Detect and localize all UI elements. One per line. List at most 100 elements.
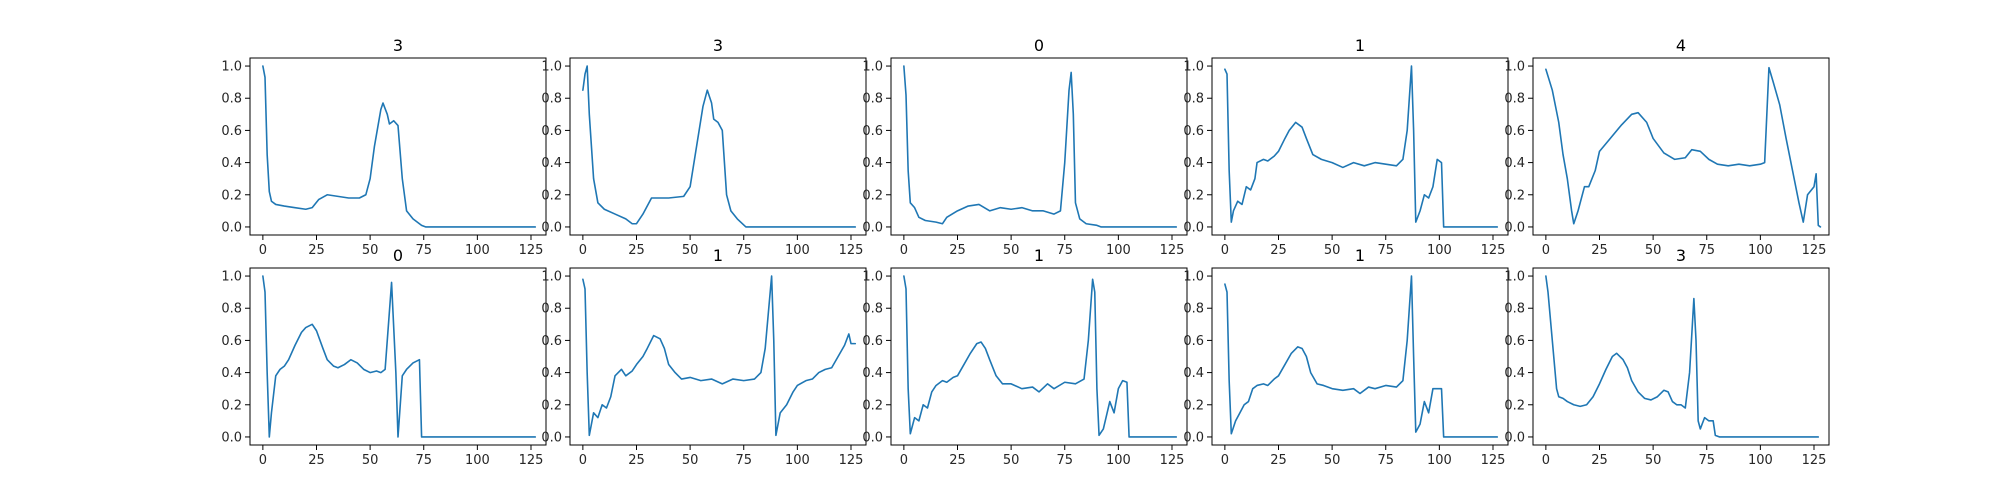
x-tick-label: 50 (1324, 243, 1341, 258)
y-tick-label: 0.2 (1504, 188, 1525, 203)
x-tick-label: 0 (1221, 243, 1229, 258)
y-tick-label: 1.0 (862, 60, 883, 75)
x-tick-label: 125 (1481, 243, 1506, 258)
y-tick-label: 0.2 (221, 398, 242, 413)
x-tick-label: 75 (1056, 453, 1073, 468)
y-tick-label: 0.4 (862, 366, 883, 381)
x-tick-label: 25 (1270, 243, 1287, 258)
y-tick-label: 0.0 (221, 430, 242, 445)
axes-frame (249, 57, 547, 236)
y-tick-label: 0.4 (1183, 366, 1204, 381)
x-tick-label: 100 (465, 453, 490, 468)
y-tick-label: 0.8 (541, 92, 562, 107)
axes-frame (890, 57, 1188, 236)
axes-frame (890, 267, 1188, 446)
y-tick-label: 0.0 (862, 220, 883, 235)
subplot-8: 0 25 50 75 100 125 0.0 0.2 0.4 0.6 0.8 1.0 1 (862, 246, 1188, 468)
y-tick-label: 0.0 (541, 430, 562, 445)
subplot-title: 3 (393, 36, 403, 55)
series-line (262, 275, 537, 438)
x-tick-label: 75 (415, 453, 432, 468)
y-tick-label: 0.2 (541, 398, 562, 413)
y-tick-label: 0.4 (221, 366, 242, 381)
x-tick-label: 125 (1802, 453, 1827, 468)
x-tick-label: 75 (735, 243, 752, 258)
y-tick-label: 1.0 (221, 270, 242, 285)
x-tick-label: 25 (1591, 453, 1608, 468)
y-tick-label: 0.6 (1183, 334, 1204, 349)
x-tick-label: 0 (579, 453, 587, 468)
series-line (582, 65, 857, 228)
axes-frame (1211, 57, 1509, 236)
x-tick-label: 125 (519, 453, 544, 468)
y-tick-label: 0.6 (541, 124, 562, 139)
subplot-title: 1 (713, 246, 723, 265)
series-line (1224, 275, 1499, 438)
x-tick-label: 75 (1698, 243, 1715, 258)
axes-frame (569, 57, 867, 236)
y-tick-label: 0.4 (1504, 156, 1525, 171)
x-tick-label: 50 (362, 453, 379, 468)
y-tick-label: 1.0 (1504, 60, 1525, 75)
x-tick-label: 50 (1645, 453, 1662, 468)
subplot-7: 0 25 50 75 100 125 0.0 0.2 0.4 0.6 0.8 1.0 1 (541, 246, 867, 468)
y-tick-label: 0.2 (221, 188, 242, 203)
y-tick-label: 1.0 (1183, 270, 1204, 285)
y-tick-label: 0.8 (221, 92, 242, 107)
y-tick-label: 0.6 (862, 124, 883, 139)
x-tick-label: 25 (1591, 243, 1608, 258)
y-tick-label: 0.6 (1504, 334, 1525, 349)
x-tick-label: 125 (1160, 243, 1185, 258)
y-tick-label: 0.4 (541, 366, 562, 381)
x-tick-label: 25 (949, 243, 966, 258)
x-tick-label: 125 (839, 453, 864, 468)
axes-frame (1211, 267, 1509, 446)
y-tick-label: 0.0 (541, 220, 562, 235)
y-tick-label: 1.0 (1183, 60, 1204, 75)
x-tick-label: 100 (785, 243, 810, 258)
x-tick-label: 100 (1427, 243, 1452, 258)
subplot-title: 0 (393, 246, 403, 265)
x-tick-label: 0 (579, 243, 587, 258)
x-tick-label: 75 (1698, 453, 1715, 468)
x-tick-label: 0 (1542, 243, 1550, 258)
subplot-4: 0 25 50 75 100 125 0.0 0.2 0.4 0.6 0.8 1.0 1 (1183, 36, 1509, 258)
subplot-10: 0 25 50 75 100 125 0.0 0.2 0.4 0.6 0.8 1.0 3 (1504, 246, 1830, 468)
x-tick-label: 50 (682, 243, 699, 258)
x-tick-label: 100 (1427, 453, 1452, 468)
y-tick-label: 0.2 (1504, 398, 1525, 413)
x-tick-label: 75 (1377, 243, 1394, 258)
series-line (1545, 275, 1820, 438)
series-line (582, 275, 857, 437)
y-tick-label: 0.2 (862, 398, 883, 413)
y-tick-label: 0.0 (1183, 430, 1204, 445)
y-tick-label: 1.0 (541, 270, 562, 285)
y-tick-label: 1.0 (862, 270, 883, 285)
x-tick-label: 75 (735, 453, 752, 468)
y-tick-label: 0.8 (1183, 92, 1204, 107)
axes-frame (1532, 267, 1830, 446)
x-tick-label: 50 (1324, 453, 1341, 468)
y-tick-label: 0.2 (541, 188, 562, 203)
y-tick-label: 0.2 (1183, 398, 1204, 413)
subplot-5: 0 25 50 75 100 125 0.0 0.2 0.4 0.6 0.8 1.0 4 (1504, 36, 1830, 258)
subplot-title: 0 (1034, 36, 1044, 55)
y-tick-label: 0.6 (862, 334, 883, 349)
x-tick-label: 125 (1481, 453, 1506, 468)
y-tick-label: 0.2 (862, 188, 883, 203)
y-tick-label: 0.8 (862, 302, 883, 317)
y-tick-label: 0.4 (1504, 366, 1525, 381)
y-tick-label: 0.0 (1504, 220, 1525, 235)
y-tick-label: 0.6 (221, 334, 242, 349)
y-tick-label: 1.0 (541, 60, 562, 75)
axes-frame (249, 267, 547, 446)
y-tick-label: 0.0 (1183, 220, 1204, 235)
x-tick-label: 0 (900, 453, 908, 468)
x-tick-label: 50 (1003, 453, 1020, 468)
y-tick-label: 0.8 (1504, 92, 1525, 107)
y-tick-label: 0.6 (1504, 124, 1525, 139)
series-line (903, 65, 1178, 228)
y-tick-label: 0.2 (1183, 188, 1204, 203)
y-tick-label: 0.8 (1504, 302, 1525, 317)
